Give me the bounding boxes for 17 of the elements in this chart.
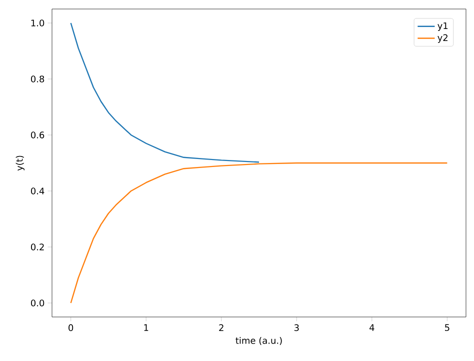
x-tick-label: 2 bbox=[219, 324, 224, 331]
legend-label: y1 bbox=[438, 22, 448, 31]
x-tick-label: 5 bbox=[445, 324, 450, 331]
x-tick-label: 3 bbox=[294, 324, 299, 332]
y-tick-label: 0.8 bbox=[30, 76, 44, 82]
line-series bbox=[70, 22, 260, 163]
x-tick-label: 1 bbox=[144, 324, 148, 331]
x-tick-label: 0 bbox=[68, 324, 74, 332]
x-axis-title: time (a.u.) bbox=[236, 336, 282, 345]
y-tick-label: 0.6 bbox=[30, 132, 44, 138]
x-tick-label: 4 bbox=[369, 324, 374, 331]
y-tick-label: 0.0 bbox=[30, 300, 44, 306]
y-axis-title: y(t) bbox=[16, 156, 25, 171]
y-tick-label: 0.2 bbox=[30, 244, 44, 250]
legend-label: y2 bbox=[438, 34, 448, 43]
y-tick-label: 0.4 bbox=[30, 188, 44, 194]
y-tick-label: 1.0 bbox=[31, 20, 44, 26]
